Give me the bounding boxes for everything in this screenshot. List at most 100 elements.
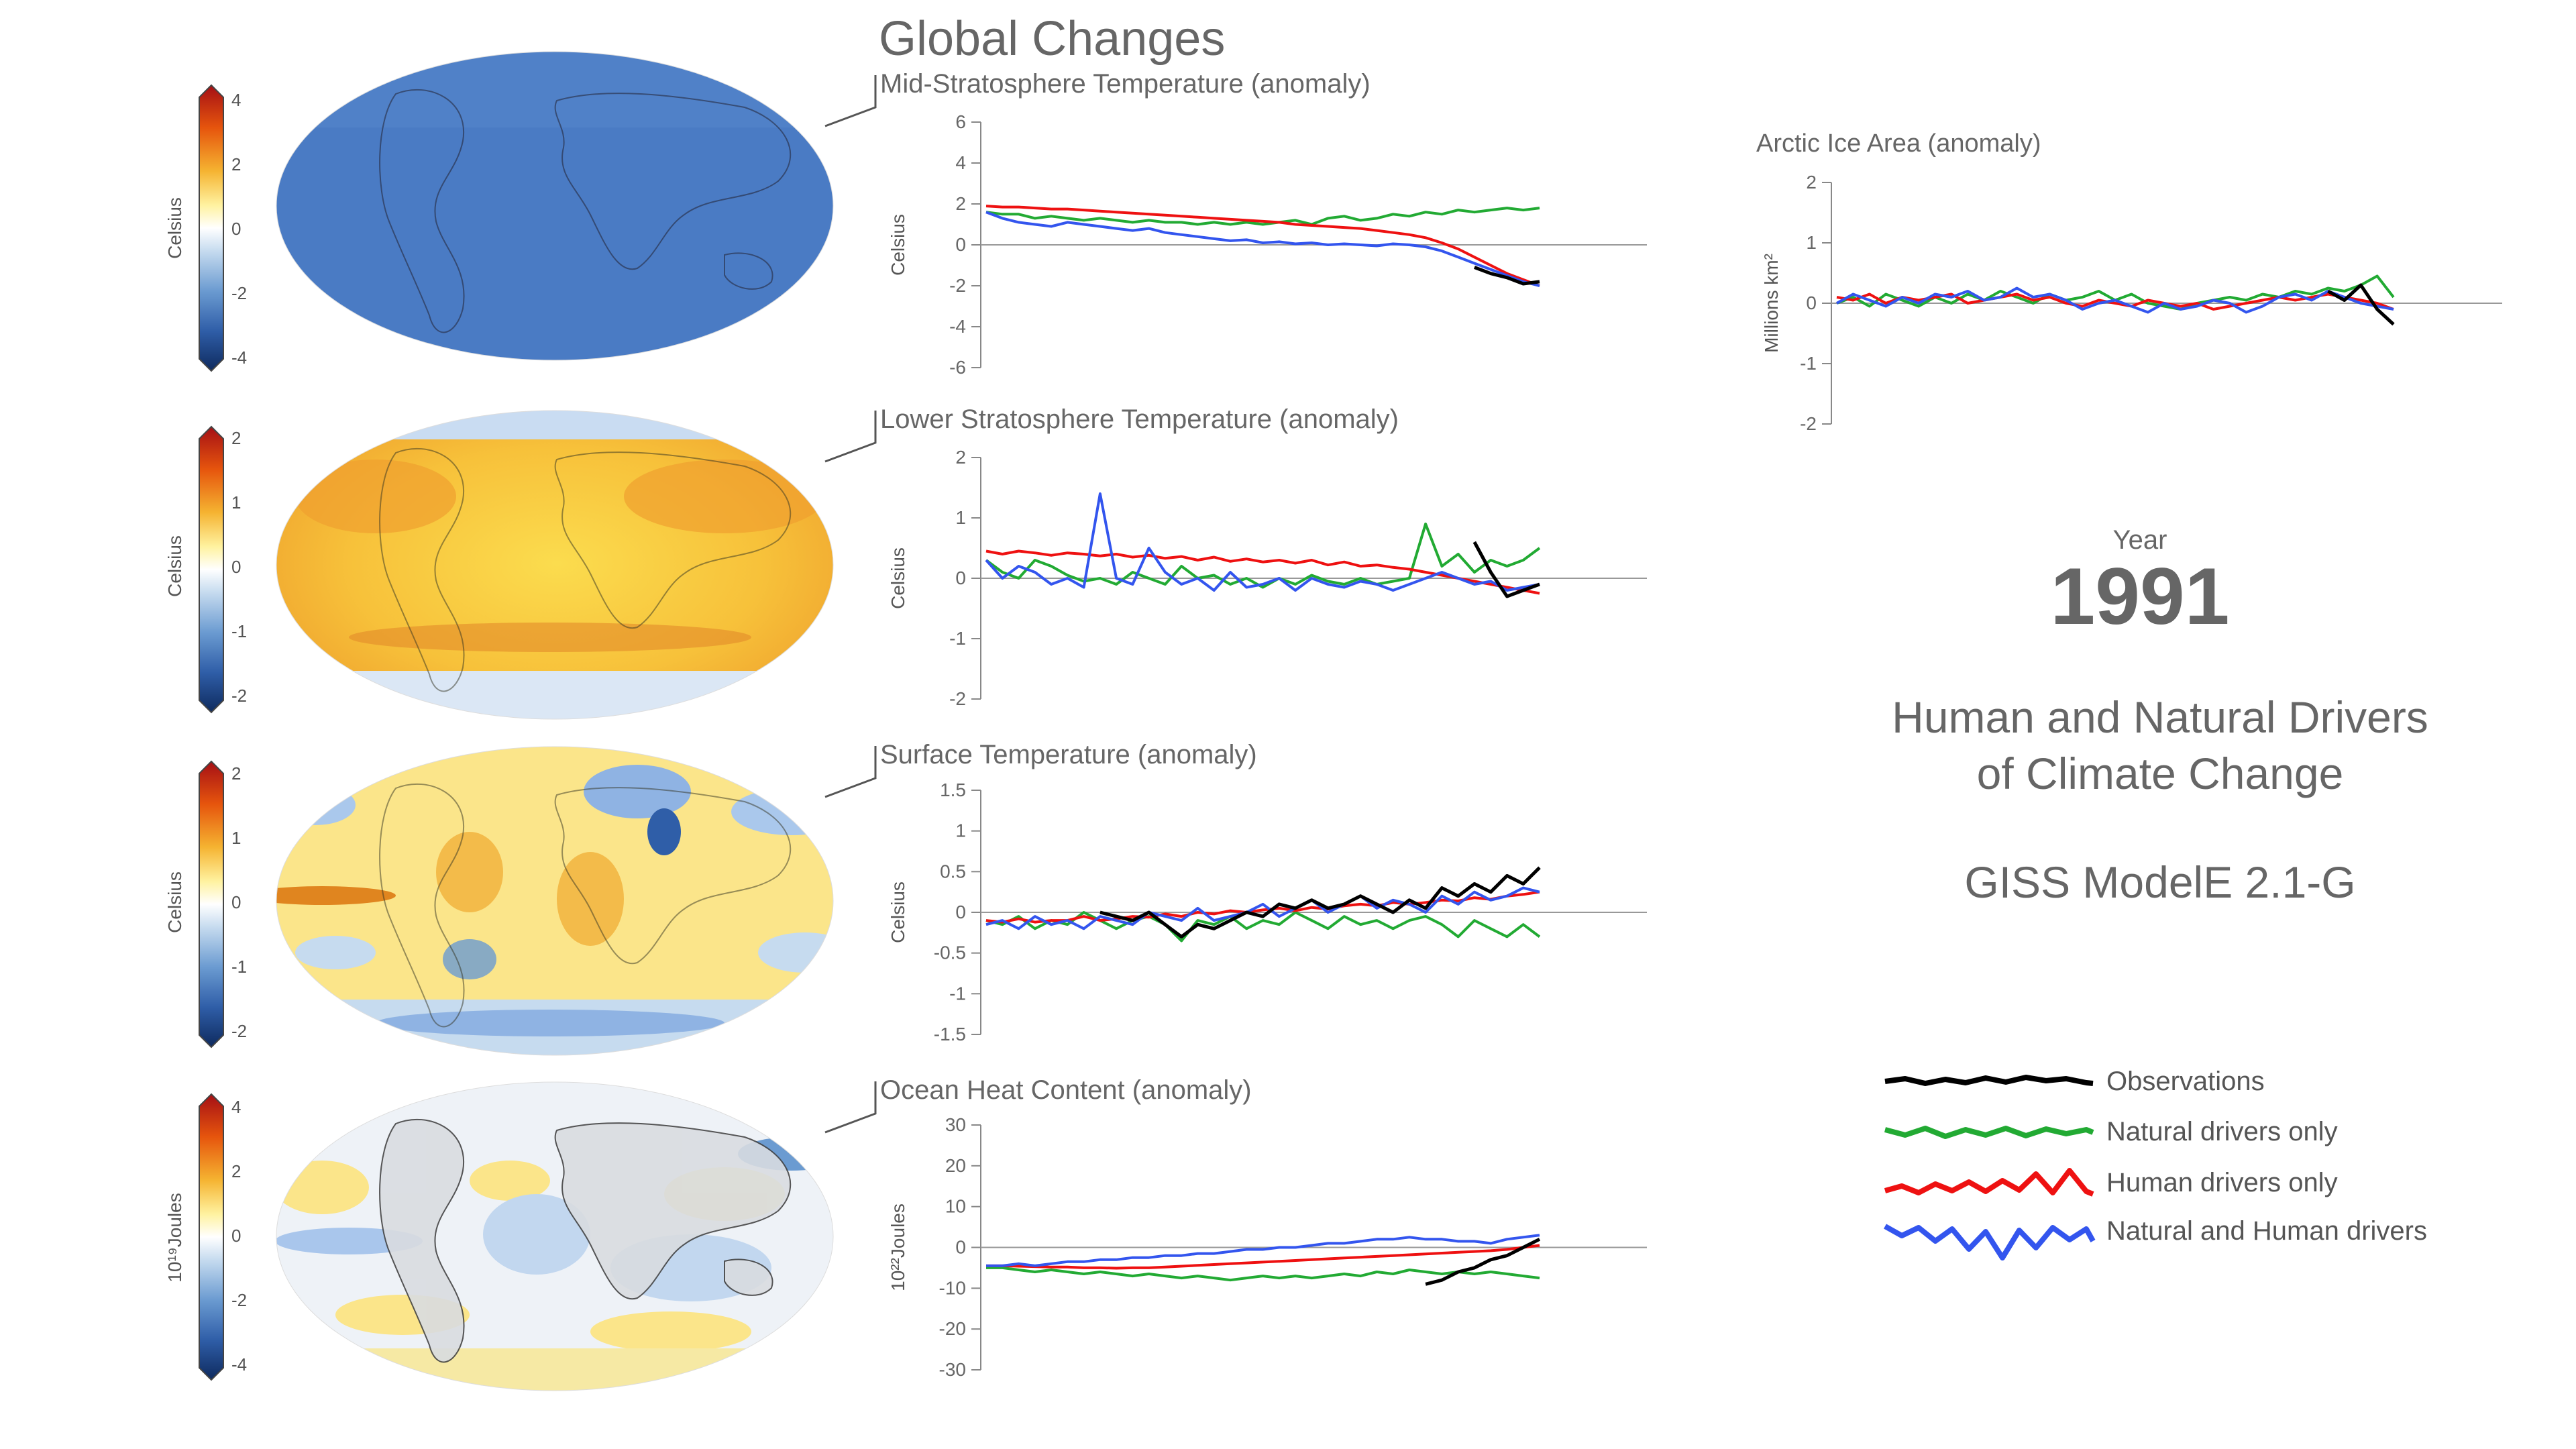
y-tick-label: -30: [939, 1359, 966, 1380]
chart-title: Mid-Stratosphere Temperature (anomaly): [880, 69, 1371, 99]
chart-ocean-heat-content: 30 20 10 0 -10 -20 -30 10²²Joules: [888, 1114, 1647, 1380]
world-map: [276, 52, 833, 360]
colorbar-tick: -2: [231, 686, 247, 706]
y-tick-label: 20: [945, 1155, 966, 1176]
series-line-observations: [1425, 1238, 1541, 1286]
y-axis-label: Celsius: [888, 881, 908, 943]
page-title: Global Changes: [879, 12, 1225, 66]
y-tick-label: -6: [949, 357, 966, 378]
y-tick-label: 1: [1806, 232, 1817, 253]
chart-title: Arctic Ice Area (anomaly): [1756, 129, 2041, 158]
colorbar-tick: -4: [231, 1354, 247, 1375]
y-tick-label: -20: [939, 1318, 966, 1339]
colorbar: 2 1 0 -1 -2 Celsius: [164, 425, 247, 714]
chart-lower-stratosphere: 2 1 0 -1 -2 Celsius: [888, 447, 1647, 709]
colorbar-tick: 2: [231, 1161, 241, 1181]
y-tick-label: -1: [1800, 353, 1817, 374]
colorbar-label: 10¹⁹Joules: [164, 1193, 185, 1282]
colorbar-label: Celsius: [164, 535, 185, 597]
series-line-natural-and-human-drivers: [985, 211, 1540, 287]
y-tick-label: 1.5: [940, 780, 966, 800]
legend-swatch-natural: [1884, 1126, 2094, 1139]
y-tick-label: 2: [955, 447, 966, 468]
y-tick-label: -2: [949, 275, 966, 296]
colorbar: 2 1 0 -1 -2 Celsius: [164, 760, 247, 1049]
legend-label: Human drivers only: [2106, 1168, 2338, 1197]
connector-line: [824, 746, 877, 798]
y-tick-label: -10: [939, 1277, 966, 1298]
colorbar-tick: 4: [231, 1097, 241, 1117]
y-tick-label: 30: [945, 1114, 966, 1135]
series-line-natural-and-human-drivers: [986, 1234, 1540, 1267]
world-map: [276, 1082, 833, 1391]
chart-arctic-ice-area: 2 1 0 -1 -2 Millions km²: [1761, 172, 2502, 434]
legend-swatch-observations: [1884, 1075, 2094, 1086]
map-panel-surface: 2 1 0 -1 -2 Celsius: [164, 746, 834, 1056]
colorbar-tick: -2: [231, 1021, 247, 1041]
colorbar-tick: -2: [231, 283, 247, 303]
y-tick-label: -1: [949, 628, 966, 649]
colorbar-tick: -4: [231, 347, 247, 368]
colorbar-label: Celsius: [164, 197, 185, 259]
colorbar-tick: 0: [231, 557, 241, 577]
series-line-observations: [2327, 283, 2395, 326]
colorbar-tick: 1: [231, 492, 241, 513]
subtitle-line-1: Human and Natural Drivers: [1892, 692, 2428, 742]
colorbar-tick: 2: [231, 763, 241, 784]
series-line-observations: [1099, 866, 1541, 938]
y-axis-label: 10²²Joules: [888, 1203, 908, 1291]
map-panel-lower-stratosphere: 2 1 0 -1 -2 Celsius: [164, 410, 834, 720]
world-map: [276, 411, 833, 719]
legend-swatch-both: [1884, 1224, 2096, 1260]
legend-label: Natural drivers only: [2106, 1117, 2338, 1146]
legend-label: Observations: [2106, 1067, 2265, 1096]
y-tick-label: -4: [949, 316, 966, 337]
colorbar-tick: 0: [231, 219, 241, 239]
colorbar: 4 2 0 -2 -4 10¹⁹Joules: [164, 1093, 247, 1381]
y-tick-label: -2: [1800, 413, 1817, 434]
y-axis-label: Millions km²: [1761, 254, 1782, 353]
y-tick-label: 0: [955, 568, 966, 588]
series-line-human-drivers-only: [986, 1244, 1540, 1270]
y-tick-label: 4: [955, 152, 966, 173]
y-tick-label: 2: [1806, 172, 1817, 193]
y-tick-label: 1: [955, 820, 966, 841]
chart-title: Surface Temperature (anomaly): [880, 740, 1257, 769]
colorbar-tick: -1: [231, 957, 247, 977]
chart-title: Lower Stratosphere Temperature (anomaly): [880, 405, 1399, 434]
world-map: [276, 747, 833, 1055]
y-tick-label: 0: [955, 1237, 966, 1258]
colorbar-tick: 0: [231, 892, 241, 912]
y-axis-label: Celsius: [888, 214, 908, 276]
connector-line: [824, 1081, 877, 1134]
subtitle-line-2: of Climate Change: [1977, 749, 2344, 798]
series-line-observations: [1472, 541, 1540, 598]
chart-title: Ocean Heat Content (anomaly): [880, 1075, 1252, 1105]
legend-label: Natural and Human drivers: [2106, 1216, 2427, 1246]
year-label: Year: [2113, 525, 2167, 555]
y-tick-label: 0: [1806, 292, 1817, 313]
y-tick-label: 0: [955, 234, 966, 255]
legend-swatch-human: [1884, 1168, 2094, 1197]
model-name: GISS ModelE 2.1-G: [1964, 857, 2355, 907]
series-line-human-drivers-only: [985, 205, 1540, 287]
connector-line: [824, 411, 877, 463]
series-line-natural-drivers-only: [985, 523, 1541, 589]
y-tick-label: -1.5: [934, 1024, 966, 1044]
year-value: 1991: [2051, 551, 2230, 641]
series-line-natural-drivers-only: [986, 1266, 1540, 1282]
y-tick-label: 0.5: [940, 861, 966, 881]
y-tick-label: 6: [955, 111, 966, 132]
series-line-human-drivers-only: [985, 890, 1540, 924]
map-panel-mid-stratosphere: 4 2 0 -2 -4 Celsius: [164, 51, 834, 372]
series-line-natural-drivers-only: [985, 207, 1540, 226]
colorbar-tick: 2: [231, 428, 241, 448]
colorbar-label: Celsius: [164, 871, 185, 933]
y-tick-label: -0.5: [934, 943, 966, 963]
chart-surface-temperature: 1.5 1 0.5 0 -0.5 -1 -1.5 Celsius: [888, 780, 1647, 1044]
colorbar-tick: 4: [231, 90, 241, 110]
y-tick-label: 1: [955, 507, 966, 528]
y-tick-label: -2: [949, 688, 966, 709]
series-line-observations: [1474, 266, 1540, 286]
